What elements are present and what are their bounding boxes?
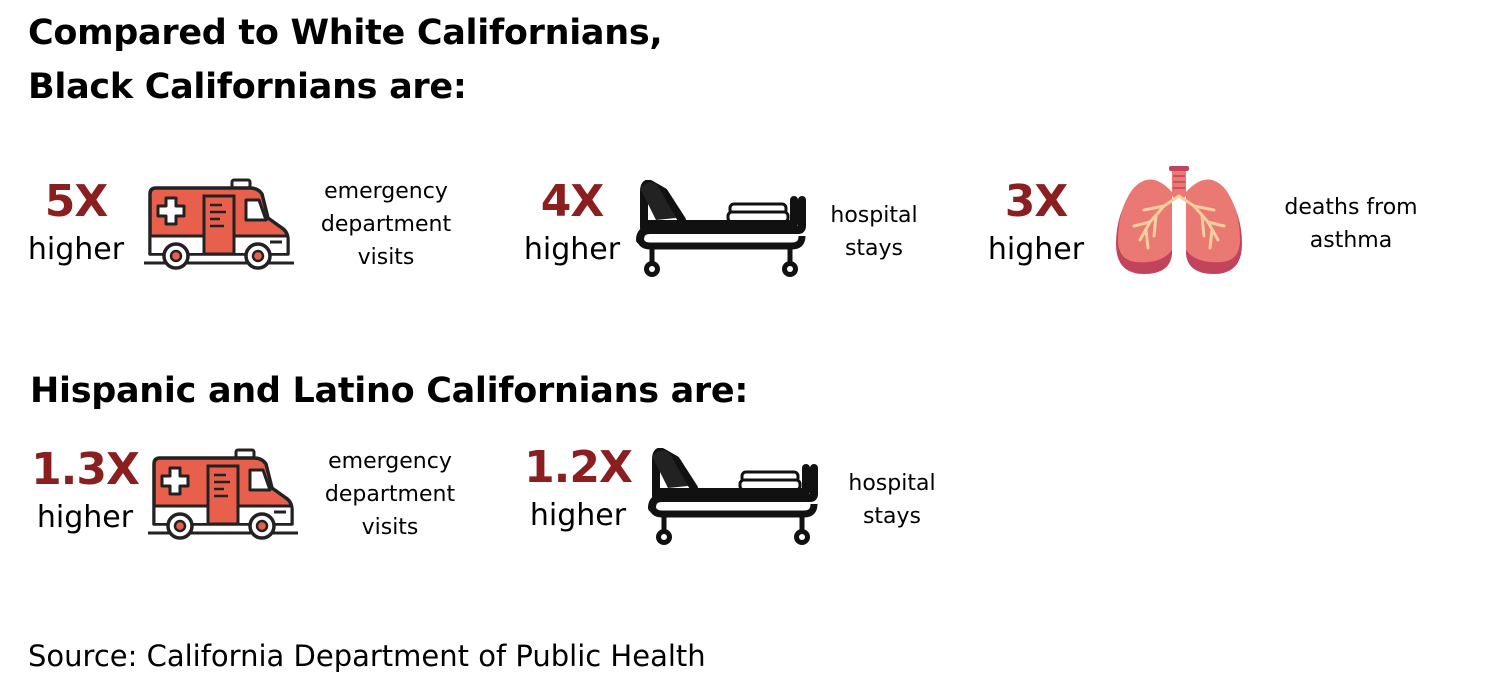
lungs-icon [1114, 166, 1244, 278]
stat-label-hospital-stays: hospital stays [812, 199, 936, 265]
label-line: visits [357, 245, 415, 270]
label-line: visits [361, 515, 419, 540]
stat-asthma-deaths-black: 3X higher [986, 178, 1086, 268]
label-line: hospital [848, 471, 936, 496]
stat-ed-visits-black: 5X higher [26, 178, 126, 268]
higher-label: higher [27, 232, 125, 267]
stat-label-ed-visits: emergency department visits [306, 175, 466, 274]
label-line: department [324, 482, 456, 507]
source-note: Source: California Department of Public … [28, 639, 706, 673]
section-heading-hispanic: Hispanic and Latino Californians are: [30, 371, 749, 411]
higher-label: higher [523, 232, 621, 267]
multiplier: 1.3X [31, 444, 140, 495]
stat-ed-visits-hispanic: 1.3X higher [30, 446, 140, 536]
multiplier: 3X [1004, 176, 1069, 227]
ambulance-icon [148, 448, 298, 544]
stat-label-asthma-deaths: deaths from asthma [1270, 191, 1432, 257]
hospital-bed-icon [636, 180, 806, 280]
multiplier: 4X [540, 176, 605, 227]
heading-line-1: Compared to White Californians, [28, 13, 663, 53]
label-line: department [320, 212, 452, 237]
label-line: hospital [830, 203, 918, 228]
ambulance-icon [144, 178, 294, 274]
label-line: asthma [1309, 228, 1393, 253]
higher-label: higher [987, 232, 1085, 267]
label-line: stays [862, 504, 922, 529]
label-line: stays [844, 236, 904, 261]
stat-hospital-stays-black: 4X higher [522, 178, 622, 268]
section-heading-black: Compared to White Californians, Black Ca… [28, 6, 663, 114]
label-line: emergency [324, 179, 448, 204]
stat-label-ed-visits: emergency department visits [310, 445, 470, 544]
label-line: emergency [328, 449, 452, 474]
label-line: deaths from [1284, 195, 1418, 220]
multiplier: 1.2X [524, 442, 633, 493]
stat-hospital-stays-hispanic: 1.2X higher [522, 444, 634, 534]
hospital-bed-icon [648, 448, 818, 548]
stat-label-hospital-stays: hospital stays [830, 467, 954, 533]
multiplier: 5X [44, 176, 109, 227]
higher-label: higher [529, 498, 627, 533]
heading-line-2: Black Californians are: [28, 67, 467, 107]
higher-label: higher [36, 500, 134, 535]
